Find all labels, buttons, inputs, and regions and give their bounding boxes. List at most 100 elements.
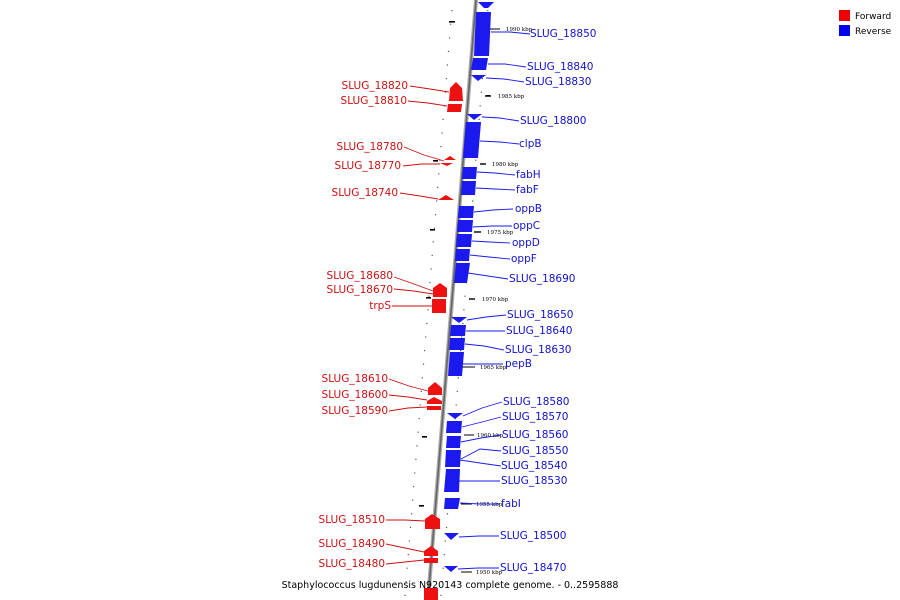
gene-label-forward[interactable]: SLUG_18740 xyxy=(332,187,398,199)
gene-arrow-forward[interactable] xyxy=(449,82,463,101)
minor-tick-dot xyxy=(450,23,452,25)
gene-label-reverse[interactable]: SLUG_18540 xyxy=(501,460,567,472)
gene-label-reverse[interactable]: SLUG_18470 xyxy=(500,562,566,574)
gene-label-reverse[interactable]: SLUG_18570 xyxy=(502,411,568,423)
gene-label-reverse[interactable]: fabF xyxy=(516,184,539,196)
gene-arrow-reverse[interactable] xyxy=(447,413,463,419)
gene-label-forward[interactable]: SLUG_18610 xyxy=(322,373,388,385)
gene-arrow-reverse[interactable] xyxy=(474,12,491,56)
gene-label-reverse[interactable]: fabH xyxy=(516,169,541,181)
gene-arrow-forward[interactable] xyxy=(425,514,440,529)
gene-arrow-forward[interactable] xyxy=(427,406,441,410)
gene-label-forward[interactable]: SLUG_18770 xyxy=(335,160,401,172)
gene-label-reverse[interactable]: SLUG_18830 xyxy=(525,76,591,88)
minor-tick-dot xyxy=(418,418,420,420)
gene-label-reverse[interactable]: SLUG_18630 xyxy=(505,344,571,356)
gene-label-reverse[interactable]: oppC xyxy=(513,220,540,232)
gene-arrow-reverse[interactable] xyxy=(446,421,462,433)
gene-arrow-forward[interactable] xyxy=(433,283,447,297)
gene-arrow-reverse[interactable] xyxy=(456,234,472,247)
gene-label-reverse[interactable]: SLUG_18800 xyxy=(520,115,586,127)
gene-arrow-reverse[interactable] xyxy=(449,338,465,350)
gene-label-reverse[interactable]: fabI xyxy=(501,498,521,510)
minor-tick-dot xyxy=(464,295,466,297)
gene-arrow-reverse[interactable] xyxy=(444,533,459,540)
gene-arrow-forward[interactable] xyxy=(432,299,446,313)
gene-label-reverse[interactable]: SLUG_18640 xyxy=(506,325,572,337)
gene-arrow-forward[interactable] xyxy=(428,382,442,395)
gene-arrow-reverse[interactable] xyxy=(457,220,473,232)
gene-label-forward[interactable]: SLUG_18820 xyxy=(342,80,408,92)
gene-label-reverse[interactable]: oppB xyxy=(515,203,542,215)
gene-label-reverse[interactable]: pepB xyxy=(505,358,532,370)
minor-tick-dot xyxy=(409,526,412,528)
minor-tick-dot xyxy=(440,594,442,596)
gene-label-reverse[interactable]: clpB xyxy=(519,138,542,150)
gene-arrow-forward[interactable] xyxy=(440,163,453,166)
minor-tick-dot xyxy=(407,554,409,556)
gene-label-reverse[interactable]: oppD xyxy=(512,237,540,249)
gene-label-forward[interactable]: SLUG_18600 xyxy=(322,389,388,401)
minor-tick-dot xyxy=(426,322,428,324)
minor-tick-dot xyxy=(440,146,442,148)
gene-label-reverse[interactable]: oppF xyxy=(511,253,537,265)
gene-arrow-reverse[interactable] xyxy=(461,181,476,195)
gene-label-forward[interactable]: SLUG_18490 xyxy=(319,538,385,550)
gene-label-forward[interactable]: SLUG_18780 xyxy=(337,141,403,153)
gene-arrow-reverse[interactable] xyxy=(463,122,481,158)
gene-label-reverse[interactable]: SLUG_18550 xyxy=(502,445,568,457)
gene-label-forward[interactable]: SLUG_18680 xyxy=(327,270,393,282)
gene-label-reverse[interactable]: SLUG_18840 xyxy=(527,61,593,73)
gene-arrow-forward[interactable] xyxy=(444,156,456,160)
gene-arrow-reverse[interactable] xyxy=(455,249,470,261)
gene-label-reverse[interactable]: SLUG_18560 xyxy=(502,429,568,441)
gene-label-forward[interactable]: trpS xyxy=(369,300,391,312)
tick-label: 1955 kbp xyxy=(476,502,503,508)
gene-arrow-reverse[interactable] xyxy=(454,263,470,283)
minor-tick-dot xyxy=(421,377,423,379)
gene-arrow-reverse[interactable] xyxy=(450,325,466,336)
tick-label: 1965 kbp xyxy=(480,365,507,371)
gene-label-reverse[interactable]: SLUG_18690 xyxy=(509,273,575,285)
gene-label-forward[interactable]: SLUG_18590 xyxy=(322,405,388,417)
gene-arrow-reverse[interactable] xyxy=(471,75,486,81)
gene-arrow-forward[interactable] xyxy=(447,104,462,112)
gene-arrow-reverse[interactable] xyxy=(444,498,460,509)
minor-tick-dot xyxy=(478,118,480,120)
gene-arrow-reverse[interactable] xyxy=(445,450,461,467)
gene-arrow-reverse[interactable] xyxy=(478,2,494,8)
gene-label-forward[interactable]: SLUG_18670 xyxy=(327,284,393,296)
minor-tick-dot xyxy=(429,282,431,284)
gene-arrow-reverse[interactable] xyxy=(462,167,477,179)
gene-arrow-forward[interactable] xyxy=(424,588,438,600)
gene-arrow-reverse[interactable] xyxy=(458,206,474,218)
gene-label-forward[interactable]: SLUG_18510 xyxy=(319,514,385,526)
gene-arrow-reverse[interactable] xyxy=(451,317,467,323)
gene-arrow-forward[interactable] xyxy=(424,546,438,556)
gene-label-reverse[interactable]: SLUG_18500 xyxy=(500,530,566,542)
gene-label-reverse[interactable]: SLUG_18580 xyxy=(503,396,569,408)
gene-arrow-reverse[interactable] xyxy=(444,566,458,572)
genome-caption: Staphylococcus lugdunensis N920143 compl… xyxy=(282,580,619,591)
minor-tick-dot xyxy=(412,499,414,501)
tick-label: 1980 kbp xyxy=(492,162,519,168)
gene-arrow-reverse[interactable] xyxy=(444,469,460,492)
gene-label-forward[interactable]: SLUG_18810 xyxy=(341,95,407,107)
gene-arrow-forward[interactable] xyxy=(438,195,454,200)
gene-arrow-forward[interactable] xyxy=(424,558,438,563)
feature-dash xyxy=(449,21,455,23)
leader-line xyxy=(475,187,516,191)
gene-arrow-reverse[interactable] xyxy=(471,58,488,70)
gene-label-reverse[interactable]: SLUG_18530 xyxy=(501,475,567,487)
gene-label-reverse[interactable]: SLUG_18650 xyxy=(507,309,573,321)
gene-label-forward[interactable]: SLUG_18480 xyxy=(319,558,385,570)
leader-line xyxy=(458,535,499,538)
gene-arrow-reverse[interactable] xyxy=(467,114,482,120)
gene-arrow-reverse[interactable] xyxy=(446,436,461,448)
feature-dash xyxy=(426,297,431,299)
gene-arrow-reverse[interactable] xyxy=(448,352,464,376)
gene-label-reverse[interactable]: SLUG_18850 xyxy=(530,28,596,40)
leader-line xyxy=(388,394,428,401)
gene-arrow-forward[interactable] xyxy=(427,397,442,404)
